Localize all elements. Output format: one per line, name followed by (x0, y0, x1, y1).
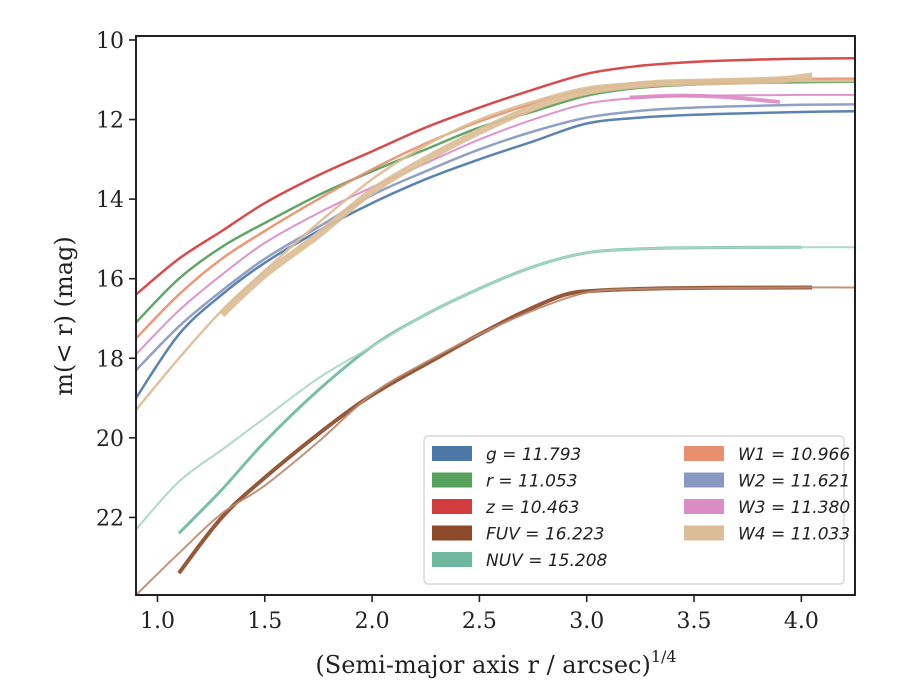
series-layer (136, 57, 855, 595)
y-tick-label: 18 (96, 347, 124, 372)
legend-label: g = 11.793 (486, 445, 581, 465)
legend-swatch (684, 525, 724, 541)
y-tick-label: 10 (96, 29, 124, 54)
legend-swatch (684, 499, 724, 514)
series-line-w1 (136, 77, 855, 340)
legend-label: W1 = 10.966 (738, 445, 850, 465)
series-line-w3-band (629, 93, 781, 104)
series-line-w4-band (219, 72, 813, 318)
legend-label: z = 10.463 (485, 498, 579, 518)
series-line-g (136, 109, 855, 399)
x-axis-label: (Semi-major axis r / arcsec)1/4 (315, 647, 676, 679)
legend-label: r = 11.053 (486, 472, 578, 492)
legend-label: W4 = 11.033 (738, 525, 850, 545)
x-tick-label: 4.0 (784, 609, 819, 634)
legend-swatch (684, 472, 724, 488)
legend-box (423, 435, 845, 585)
plot-frame (135, 35, 856, 596)
legend-label: W2 = 11.621 (738, 472, 850, 492)
legend-items: g = 11.793 r = 11.053 z = 10.463 FUV = 16.2… (432, 445, 850, 571)
y-tick-label: 22 (96, 506, 124, 531)
legend-swatch (432, 499, 472, 514)
legend-swatch (432, 552, 472, 567)
legend-label: NUV = 15.208 (486, 551, 608, 571)
legend: g = 11.793 r = 11.053 z = 10.463 FUV = 16.2… (423, 435, 850, 585)
y-tick-label: 16 (96, 268, 124, 293)
legend-label: W3 = 11.380 (738, 498, 850, 518)
legend-swatch (684, 446, 724, 461)
series-line-w3 (136, 93, 855, 356)
y-tick-label: 14 (96, 188, 124, 213)
y-axis-label: m(< r) (mag) (50, 236, 78, 395)
x-tick-label: 1.0 (140, 609, 175, 634)
x-tick-label: 2.5 (462, 609, 497, 634)
legend-swatch (432, 472, 472, 488)
series-line-nuv-extended (136, 246, 855, 531)
y-tick-label: 20 (96, 427, 124, 452)
series-line-w4 (136, 79, 855, 411)
y-tick-label: 12 (96, 109, 124, 134)
x-tick-label: 3.0 (569, 609, 604, 634)
series-line-z (136, 57, 855, 296)
series-line-w2 (136, 103, 855, 372)
legend-swatch (432, 525, 472, 541)
series-line-fuv-extended (136, 286, 855, 595)
legend-label: FUV = 16.223 (486, 525, 604, 545)
x-tick-label: 2.0 (355, 609, 390, 634)
ticks-layer: 1.0 1.5 2.0 2.5 3.0 3.5 4.0 10 12 14 16 18 20 22 (96, 29, 819, 634)
x-tick-label: 3.5 (677, 609, 712, 634)
legend-swatch (432, 446, 472, 461)
x-tick-label: 1.5 (247, 609, 282, 634)
